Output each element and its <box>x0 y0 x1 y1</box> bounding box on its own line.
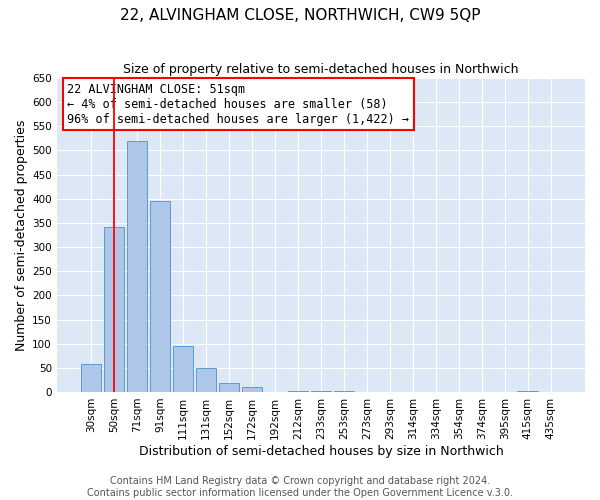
Text: 22, ALVINGHAM CLOSE, NORTHWICH, CW9 5QP: 22, ALVINGHAM CLOSE, NORTHWICH, CW9 5QP <box>120 8 480 22</box>
Bar <box>150 200 170 392</box>
Bar <box>517 391 538 392</box>
Title: Size of property relative to semi-detached houses in Northwich: Size of property relative to semi-detach… <box>123 62 518 76</box>
Text: Contains HM Land Registry data © Crown copyright and database right 2024.
Contai: Contains HM Land Registry data © Crown c… <box>87 476 513 498</box>
Bar <box>334 390 354 392</box>
Bar <box>196 368 217 392</box>
Y-axis label: Number of semi-detached properties: Number of semi-detached properties <box>15 120 28 350</box>
Bar <box>242 387 262 392</box>
Bar <box>127 142 148 392</box>
Bar <box>287 391 308 392</box>
Bar <box>173 346 193 392</box>
Bar <box>81 364 101 392</box>
Bar <box>104 227 124 392</box>
Text: 22 ALVINGHAM CLOSE: 51sqm
← 4% of semi-detached houses are smaller (58)
96% of s: 22 ALVINGHAM CLOSE: 51sqm ← 4% of semi-d… <box>67 83 409 126</box>
X-axis label: Distribution of semi-detached houses by size in Northwich: Distribution of semi-detached houses by … <box>139 444 503 458</box>
Bar <box>218 384 239 392</box>
Bar <box>311 391 331 392</box>
